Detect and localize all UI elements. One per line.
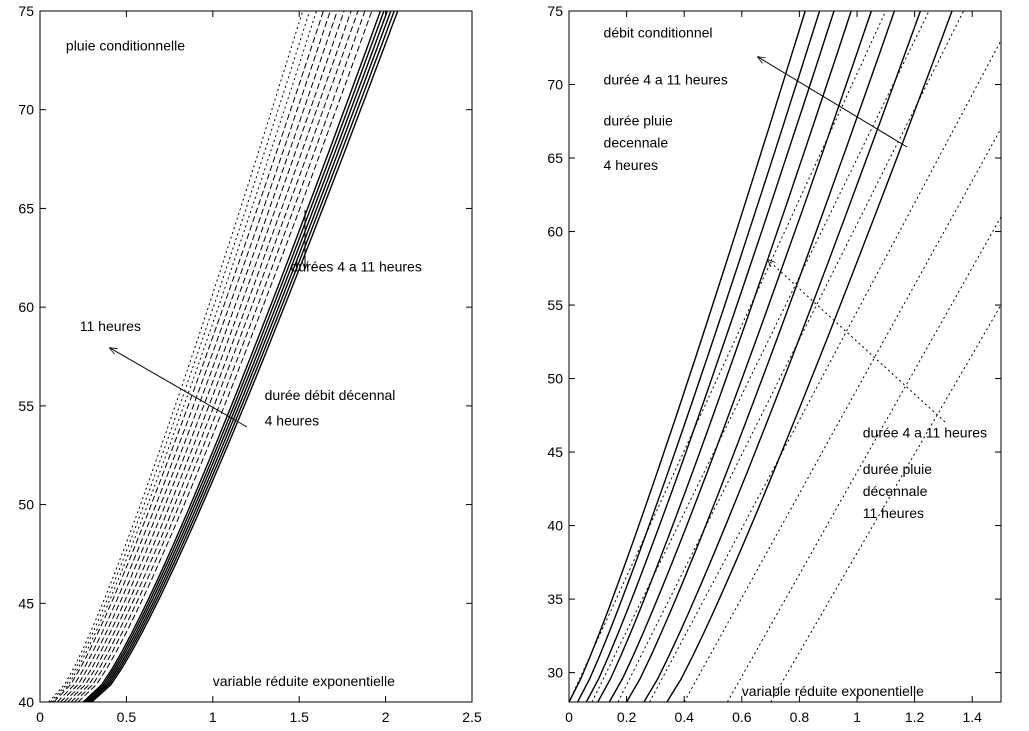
series-line-12 bbox=[683, 128, 1002, 703]
annotation-label-7: décennale bbox=[863, 483, 928, 499]
series-line-7 bbox=[666, 10, 953, 703]
y-tick-label-1: 45 bbox=[18, 595, 34, 611]
annotation-label-1: durées 4 a 11 heures bbox=[291, 259, 422, 275]
y-tick-label-2: 40 bbox=[547, 518, 563, 534]
annotation-label-9: variable réduite exponentielle bbox=[742, 683, 924, 699]
y-tick-label-3: 45 bbox=[547, 444, 563, 460]
y-tick-label-4: 50 bbox=[547, 371, 563, 387]
left-plot-frame bbox=[39, 10, 473, 703]
annotation-label-3: durée débit décennal bbox=[265, 387, 396, 403]
left-series-group bbox=[48, 10, 399, 703]
series-line-11 bbox=[60, 10, 338, 703]
y-tick-label-7: 75 bbox=[18, 3, 34, 19]
y-tick-label-0: 40 bbox=[18, 694, 34, 710]
y-tick-label-0: 30 bbox=[547, 665, 563, 681]
left-annotations: pluie conditionnelle durées 4 a 11 heures… bbox=[66, 37, 422, 689]
right-chart-panel: 0 0.2 0.4 0.6 0.8 1 1.2 1.4 30 35 40 45 50 55 60 65 70 75… bbox=[547, 3, 1002, 725]
annotation-label-5: durée 4 a 11 heures bbox=[863, 424, 987, 440]
series-line-5 bbox=[82, 10, 382, 703]
x-tick-label-3: 0.6 bbox=[732, 709, 752, 725]
series-line-6 bbox=[77, 10, 373, 703]
series-line-0 bbox=[91, 10, 399, 703]
x-tick-label-2: 1 bbox=[209, 709, 217, 725]
x-tick-label-6: 1.2 bbox=[905, 709, 925, 725]
x-tick-label-7: 1.4 bbox=[962, 709, 982, 725]
left-axis-ticks: 0 0.5 1 1.5 2 2.5 40 45 50 55 60 65 70 75 bbox=[18, 3, 482, 725]
y-tick-label-9: 75 bbox=[547, 3, 563, 19]
series-line-1 bbox=[576, 10, 821, 703]
x-tick-label-1: 0.5 bbox=[117, 709, 137, 725]
right-annotations: débit conditionnel durée 4 a 11 heures dur… bbox=[604, 24, 987, 699]
left-arrows bbox=[110, 210, 305, 428]
y-tick-label-2: 50 bbox=[18, 497, 34, 513]
annotation-label-4: 4 heures bbox=[265, 413, 319, 429]
annotation-label-2: 11 heures bbox=[80, 318, 141, 334]
series-line-13 bbox=[53, 10, 324, 703]
series-line-7 bbox=[74, 10, 366, 703]
y-tick-label-5: 65 bbox=[18, 200, 34, 216]
series-line-2 bbox=[585, 10, 835, 703]
arrow-to-11-heures bbox=[110, 348, 248, 428]
y-tick-label-8: 70 bbox=[547, 77, 563, 93]
arrow-duree-dotted bbox=[768, 260, 946, 423]
series-line-13 bbox=[726, 216, 1002, 703]
series-line-2 bbox=[87, 10, 392, 703]
annotation-label-2: durée pluie bbox=[604, 113, 673, 129]
annotation-label-0: débit conditionnel bbox=[604, 24, 713, 40]
y-tick-label-6: 60 bbox=[547, 224, 563, 240]
x-tick-label-4: 0.8 bbox=[790, 709, 810, 725]
series-line-14 bbox=[51, 10, 317, 703]
series-line-15 bbox=[50, 10, 311, 703]
series-line-3 bbox=[86, 10, 388, 703]
series-line-6 bbox=[643, 10, 922, 703]
x-tick-label-5: 1 bbox=[853, 709, 861, 725]
x-tick-label-0: 0 bbox=[565, 709, 573, 725]
annotation-label-5: variable réduite exponentielle bbox=[213, 673, 395, 689]
series-line-8 bbox=[568, 10, 887, 703]
series-line-10 bbox=[63, 10, 345, 703]
y-tick-label-4: 60 bbox=[18, 299, 34, 315]
y-tick-label-5: 55 bbox=[547, 297, 563, 313]
y-tick-label-1: 35 bbox=[547, 591, 563, 607]
annotation-label-3: decennale bbox=[604, 135, 669, 151]
arrow-debit-conditionnel bbox=[758, 57, 908, 148]
left-chart-panel: 0 0.5 1 1.5 2 2.5 40 45 50 55 60 65 70 75 pluie condi… bbox=[18, 3, 482, 725]
x-tick-label-1: 0.2 bbox=[617, 709, 637, 725]
y-tick-label-3: 55 bbox=[18, 398, 34, 414]
x-tick-label-2: 0.4 bbox=[674, 709, 694, 725]
y-tick-label-7: 65 bbox=[547, 150, 563, 166]
series-line-16 bbox=[48, 10, 304, 703]
series-line-14 bbox=[770, 304, 1002, 703]
series-line-4 bbox=[608, 10, 873, 703]
series-line-10 bbox=[617, 10, 965, 703]
right-plot-frame bbox=[568, 10, 1002, 703]
x-tick-label-4: 2 bbox=[382, 709, 390, 725]
series-line-5 bbox=[625, 10, 896, 703]
annotation-label-0: pluie conditionnelle bbox=[66, 37, 185, 53]
series-line-0 bbox=[568, 10, 806, 703]
x-tick-label-3: 1.5 bbox=[289, 709, 309, 725]
series-line-9 bbox=[67, 10, 352, 703]
x-tick-label-5: 2.5 bbox=[462, 709, 482, 725]
annotation-label-6: durée pluie bbox=[863, 461, 932, 477]
annotation-label-4: 4 heures bbox=[604, 157, 658, 173]
right-axis-ticks: 0 0.2 0.4 0.6 0.8 1 1.2 1.4 30 35 40 45 50 55 60 65 70 75 bbox=[547, 3, 1001, 725]
series-line-12 bbox=[56, 10, 331, 703]
right-arrows bbox=[758, 57, 946, 423]
series-line-3 bbox=[597, 10, 852, 703]
series-line-4 bbox=[84, 10, 385, 703]
annotation-label-1: durée 4 a 11 heures bbox=[604, 72, 728, 88]
series-line-1 bbox=[89, 10, 395, 703]
series-line-8 bbox=[70, 10, 359, 703]
annotation-label-8: 11 heures bbox=[863, 505, 924, 521]
y-tick-label-6: 70 bbox=[18, 102, 34, 118]
x-tick-label-0: 0 bbox=[36, 709, 44, 725]
